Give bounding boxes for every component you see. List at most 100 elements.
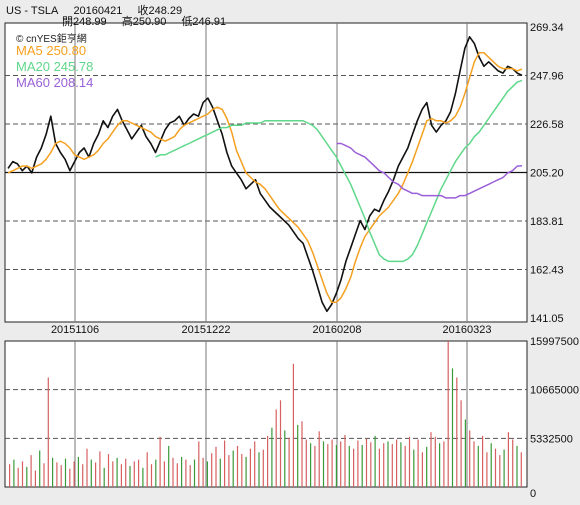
volume-bar (64, 458, 67, 487)
volume-bar (318, 431, 320, 487)
volume-bar (426, 446, 428, 487)
volume-bar (413, 449, 415, 487)
volume-bar (370, 442, 372, 487)
volume-bar (224, 440, 226, 487)
x-tick-label: 20160208 (313, 324, 362, 336)
volume-bar (331, 439, 333, 487)
volume-bar (494, 448, 497, 487)
x-tick-label: 20160323 (443, 324, 492, 336)
close-label: 收248.29 (137, 5, 183, 17)
volume-bar (219, 458, 221, 487)
volume-bar (193, 459, 196, 487)
volume-bar (172, 457, 174, 487)
series-line-price (7, 36, 523, 313)
volume-bars (9, 341, 522, 487)
volume-bar (378, 448, 380, 487)
open-label: 開248.99 (62, 16, 107, 28)
volume-bar (34, 470, 36, 487)
volume-bar (73, 461, 75, 487)
volume-bar (473, 441, 475, 487)
volume-bar (348, 445, 350, 487)
volume-bar (262, 449, 264, 487)
brand-watermark: © cnYES鉅亨網 (16, 34, 87, 45)
volume-bar (288, 437, 290, 487)
volume-bar (451, 368, 454, 487)
volume-bar (335, 445, 337, 487)
volume-bar (146, 452, 148, 487)
volume-bar (357, 440, 359, 487)
volume-bar (90, 459, 92, 487)
volume-bar (499, 455, 501, 487)
volume-bar (258, 452, 260, 487)
y-tick-label: 141.05 (530, 313, 564, 325)
volume-bar (95, 462, 97, 487)
volume-bar (486, 452, 488, 487)
x-tick-label: 20151222 (182, 324, 231, 336)
legend-ma60: MA60 208.14 (16, 75, 94, 90)
y-tick-label: 226.58 (530, 119, 564, 131)
high-label: 高250.90 (121, 16, 167, 28)
volume-bar (30, 455, 32, 487)
volume-bar (133, 461, 135, 487)
series-line-ma5 (7, 51, 523, 303)
volume-bar (107, 454, 110, 487)
volume-bar (142, 467, 144, 487)
volume-bar (245, 456, 247, 487)
low-label: 低246.91 (181, 16, 227, 28)
volume-bar (417, 439, 419, 487)
series-line-ma60 (336, 142, 523, 199)
volume-bar (215, 446, 217, 487)
volume-bar (43, 463, 45, 487)
volume-bar (310, 443, 312, 487)
volume-bar (155, 459, 157, 487)
volume-bar (185, 459, 187, 487)
series-line-ma20 (155, 79, 523, 263)
volume-bar (236, 445, 239, 487)
legend-ma5: MA5 250.80 (16, 43, 87, 58)
volume-bar (181, 456, 183, 487)
volume-bar (241, 454, 243, 487)
legend-ma20: MA20 245.78 (16, 59, 94, 74)
volume-bar (516, 445, 518, 487)
y-tick-label: 247.96 (530, 70, 564, 82)
volume-bar (26, 466, 28, 487)
volume-bar (400, 442, 402, 487)
date-label: 20160421 (73, 5, 123, 17)
volume-bar (297, 424, 299, 487)
volume-bar (82, 464, 84, 487)
volume-bar (404, 445, 406, 487)
volume-bar (327, 444, 329, 487)
volume-bar (13, 459, 15, 487)
volume-bar (21, 461, 24, 487)
volume-bar (39, 450, 41, 487)
volume-bar (396, 439, 398, 487)
volume-bar (129, 466, 131, 487)
volume-bar (490, 443, 492, 487)
volume-bar (86, 448, 88, 487)
volume-bar (47, 377, 49, 487)
grid-layer (5, 23, 527, 487)
volume-bar (168, 445, 170, 487)
y-tick-label: 269.34 (530, 22, 564, 34)
volume-bar (512, 439, 514, 487)
volume-bar (206, 461, 208, 487)
volume-bar (344, 435, 346, 487)
volume-tick-label: 5332500 (530, 433, 573, 445)
symbol-label: US - TSLA (6, 5, 59, 17)
volume-tick-label: 15997500 (530, 336, 579, 348)
price-lines (7, 36, 523, 313)
volume-bar (503, 449, 505, 487)
header-line-1: US - TSLA 20160421 收248.29 (6, 2, 190, 18)
volume-bar (305, 439, 307, 487)
volume-bar (391, 444, 393, 487)
volume-tick-label: 10665000 (530, 385, 579, 397)
volume-bar (120, 464, 122, 487)
volume-tick-label: 0 (530, 488, 536, 500)
volume-bar (99, 451, 101, 487)
volume-bar (464, 419, 466, 487)
volume-bar (77, 456, 79, 487)
volume-bar (9, 464, 11, 487)
volume-bar (387, 441, 389, 487)
volume-bar (60, 465, 62, 487)
